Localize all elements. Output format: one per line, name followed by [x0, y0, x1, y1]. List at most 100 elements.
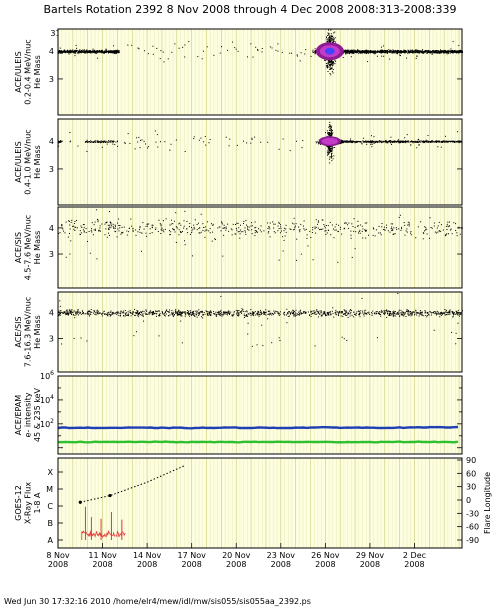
data-point — [329, 41, 331, 43]
y-axis-label: He Mass — [33, 231, 42, 265]
data-point — [96, 50, 98, 52]
data-point — [386, 51, 388, 53]
data-point — [223, 234, 225, 236]
data-point — [393, 52, 395, 54]
data-point — [96, 52, 98, 54]
data-point — [251, 229, 253, 231]
data-point — [110, 140, 112, 142]
data-point — [446, 233, 448, 235]
data-point — [457, 51, 459, 53]
data-point — [87, 50, 89, 52]
data-point — [240, 231, 242, 233]
data-point — [85, 232, 87, 234]
data-point — [398, 52, 400, 54]
data-point — [102, 50, 104, 52]
data-point — [385, 139, 387, 141]
data-point — [138, 136, 140, 138]
data-point — [398, 228, 400, 230]
data-point — [456, 141, 458, 143]
data-point — [446, 50, 448, 52]
data-point — [326, 65, 328, 67]
data-point — [345, 53, 347, 55]
data-point — [108, 141, 110, 143]
data-point — [328, 126, 330, 128]
data-point — [386, 50, 388, 52]
data-point — [329, 61, 331, 63]
data-point — [372, 51, 374, 53]
data-point — [455, 229, 457, 231]
data-point — [152, 45, 154, 47]
data-point — [302, 140, 304, 142]
data-point — [370, 50, 372, 52]
data-point — [330, 29, 332, 31]
data-point — [205, 144, 207, 146]
data-point — [175, 226, 177, 228]
data-point — [148, 223, 150, 225]
data-point — [424, 50, 426, 52]
data-point — [88, 141, 90, 143]
data-point — [353, 49, 355, 51]
data-point — [371, 51, 373, 53]
data-point — [183, 225, 185, 227]
data-point — [329, 62, 331, 64]
data-point — [91, 51, 93, 53]
data-point — [330, 38, 332, 40]
data-point — [416, 51, 418, 53]
figure-title: Bartels Rotation 2392 8 Nov 2008 through… — [44, 3, 457, 16]
data-point — [236, 229, 238, 231]
data-point — [373, 50, 375, 52]
data-point — [441, 50, 443, 52]
data-point — [100, 142, 102, 144]
data-point — [430, 141, 432, 143]
data-point — [209, 227, 211, 229]
data-point — [332, 62, 334, 64]
data-point — [116, 141, 118, 143]
data-point — [352, 140, 354, 142]
data-point — [344, 51, 346, 53]
data-point — [367, 141, 369, 143]
data-point — [387, 51, 389, 53]
data-point — [403, 50, 405, 52]
data-point — [392, 140, 394, 142]
data-point — [425, 49, 427, 51]
data-point — [364, 50, 366, 52]
data-point — [337, 230, 339, 232]
data-point — [426, 140, 428, 142]
data-point — [367, 61, 369, 63]
data-point — [400, 141, 402, 143]
data-point — [229, 138, 231, 140]
data-point — [118, 49, 120, 51]
data-point — [239, 237, 241, 239]
data-point — [225, 136, 227, 138]
data-point — [334, 63, 336, 65]
data-point — [395, 52, 397, 54]
data-point — [451, 51, 453, 53]
data-point — [332, 132, 334, 134]
data-point — [430, 50, 432, 52]
data-point — [151, 224, 153, 226]
data-point — [85, 227, 87, 229]
data-point — [331, 37, 333, 39]
data-point — [458, 226, 460, 228]
data-point — [267, 141, 269, 143]
data-point — [362, 228, 364, 230]
data-point — [118, 50, 120, 52]
data-point — [314, 51, 316, 53]
data-point — [182, 46, 184, 48]
data-point — [71, 50, 73, 52]
data-point — [379, 50, 381, 52]
data-point — [235, 48, 237, 50]
data-point — [80, 52, 82, 54]
data-point — [344, 51, 346, 53]
data-point — [354, 142, 356, 144]
data-point — [302, 225, 304, 227]
data-point — [255, 46, 257, 48]
data-point — [152, 53, 154, 55]
data-point — [164, 141, 166, 143]
data-point — [109, 52, 111, 54]
data-point — [326, 130, 328, 132]
data-point — [354, 52, 356, 54]
data-point — [139, 139, 141, 141]
data-point — [415, 141, 417, 143]
data-point — [224, 227, 226, 229]
